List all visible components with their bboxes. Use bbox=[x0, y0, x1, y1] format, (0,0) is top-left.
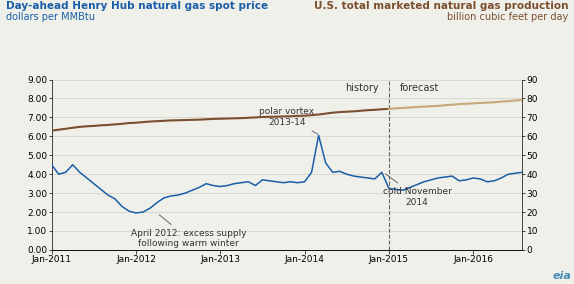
Text: cold November
2014: cold November 2014 bbox=[382, 174, 451, 207]
Text: history: history bbox=[345, 83, 378, 93]
Text: April 2012: excess supply
following warm winter: April 2012: excess supply following warm… bbox=[131, 215, 246, 248]
Text: forecast: forecast bbox=[400, 83, 439, 93]
Text: billion cubic feet per day: billion cubic feet per day bbox=[447, 12, 568, 22]
Text: dollars per MMBtu: dollars per MMBtu bbox=[6, 12, 95, 22]
Text: polar vortex
2013-14: polar vortex 2013-14 bbox=[259, 107, 317, 134]
Text: eia: eia bbox=[552, 271, 571, 281]
Text: Day-ahead Henry Hub natural gas spot price: Day-ahead Henry Hub natural gas spot pri… bbox=[6, 1, 268, 11]
Text: U.S. total marketed natural gas production: U.S. total marketed natural gas producti… bbox=[314, 1, 568, 11]
